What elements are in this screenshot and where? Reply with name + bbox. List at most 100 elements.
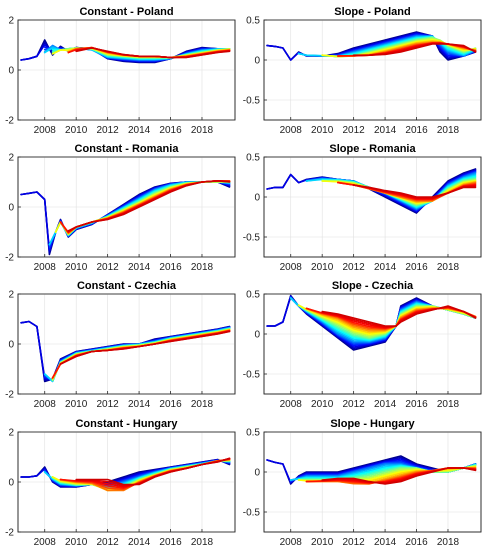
x-tick-label: 2010 <box>65 262 88 273</box>
y-tick-label: 0.5 <box>246 153 260 164</box>
panel-5: 2008 2010 2012 2014 2016 2018 -0.5 0 0.5 Slope - … <box>243 280 482 410</box>
panel-3: 2008 2010 2012 2014 2016 2018 -0.5 0 0.5 Slope - … <box>243 143 482 273</box>
y-tick-label: 0.5 <box>246 290 260 301</box>
y-tick-label: 0 <box>8 203 14 214</box>
panel-0: 2008 2010 2012 2014 2016 2018 -2 0 2 Constant - P… <box>5 6 236 136</box>
x-tick-label: 2014 <box>374 262 397 273</box>
x-tick-label: 2014 <box>128 262 151 273</box>
x-tick-label: 2012 <box>97 537 120 548</box>
x-tick-label: 2012 <box>343 125 366 136</box>
x-tick-label: 2016 <box>159 262 182 273</box>
x-tick-label: 2014 <box>374 399 397 410</box>
y-tick-label: 0.5 <box>246 428 260 439</box>
y-tick-label: 0 <box>8 66 14 77</box>
plot-area <box>263 19 482 121</box>
panel-title: Slope - Czechia <box>332 280 414 292</box>
y-tick-label: 0 <box>254 56 260 67</box>
x-tick-label: 2016 <box>159 537 182 548</box>
x-tick-label: 2008 <box>280 399 303 410</box>
x-tick-label: 2018 <box>191 262 214 273</box>
x-tick-label: 2012 <box>343 262 366 273</box>
x-tick-label: 2018 <box>437 262 460 273</box>
y-tick-label: -2 <box>5 390 14 401</box>
y-tick-label: 0.5 <box>246 16 260 27</box>
series-line <box>321 467 477 485</box>
x-tick-label: 2016 <box>405 262 428 273</box>
x-tick-label: 2018 <box>191 125 214 136</box>
y-tick-label: -0.5 <box>243 508 261 519</box>
y-tick-label: 0 <box>8 478 14 489</box>
x-tick-label: 2010 <box>311 537 334 548</box>
axes-frame <box>263 431 482 533</box>
panel-2: 2008 2010 2012 2014 2016 2018 -2 0 2 Constant - R… <box>5 143 236 273</box>
panel-title: Constant - Poland <box>79 6 173 18</box>
x-tick-label: 2010 <box>311 125 334 136</box>
y-tick-label: 2 <box>8 428 14 439</box>
y-tick-label: 0 <box>254 193 260 204</box>
x-tick-label: 2016 <box>405 399 428 410</box>
x-tick-label: 2016 <box>405 125 428 136</box>
panel-6: 2008 2010 2012 2014 2016 2018 -2 0 2 Constant - H… <box>5 418 236 548</box>
x-tick-label: 2014 <box>128 399 151 410</box>
x-tick-label: 2012 <box>97 262 120 273</box>
panel-title: Slope - Romania <box>329 143 416 155</box>
panel-title: Slope - Poland <box>334 6 410 18</box>
x-tick-label: 2012 <box>97 399 120 410</box>
panel-7: 2008 2010 2012 2014 2016 2018 -0.5 0 0.5 Slope - … <box>243 418 482 548</box>
panel-title: Constant - Czechia <box>77 280 177 292</box>
x-tick-label: 2018 <box>191 399 214 410</box>
y-tick-label: -0.5 <box>243 233 261 244</box>
x-tick-label: 2018 <box>191 537 214 548</box>
x-tick-label: 2014 <box>374 125 397 136</box>
series-line <box>75 47 231 59</box>
y-tick-label: -2 <box>5 528 14 539</box>
y-tick-label: 2 <box>8 16 14 27</box>
plot-area <box>263 156 482 258</box>
series-line <box>352 184 477 198</box>
x-tick-label: 2008 <box>34 125 57 136</box>
y-tick-label: 2 <box>8 290 14 301</box>
series-line <box>75 457 231 486</box>
y-tick-label: 2 <box>8 153 14 164</box>
panel-4: 2008 2010 2012 2014 2016 2018 -2 0 2 Constant - C… <box>5 280 236 410</box>
x-tick-label: 2010 <box>311 399 334 410</box>
y-tick-label: 0 <box>254 330 260 341</box>
x-tick-label: 2016 <box>159 125 182 136</box>
y-tick-label: -2 <box>5 253 14 264</box>
panel-title: Constant - Romania <box>75 143 180 155</box>
x-tick-label: 2012 <box>343 399 366 410</box>
x-tick-label: 2018 <box>437 537 460 548</box>
series-line <box>59 330 231 365</box>
x-tick-label: 2010 <box>65 125 88 136</box>
x-tick-label: 2010 <box>65 399 88 410</box>
x-tick-label: 2014 <box>128 125 151 136</box>
axes-frame <box>263 19 482 121</box>
y-tick-label: 0 <box>254 468 260 479</box>
panel-1: 2008 2010 2012 2014 2016 2018 -0.5 0 0.5 Slope - … <box>243 6 482 136</box>
x-tick-label: 2008 <box>280 537 303 548</box>
x-tick-label: 2012 <box>343 537 366 548</box>
x-tick-label: 2018 <box>437 399 460 410</box>
axes-frame <box>263 156 482 258</box>
x-tick-label: 2008 <box>280 262 303 273</box>
panel-title: Constant - Hungary <box>75 418 178 430</box>
x-tick-label: 2014 <box>128 537 151 548</box>
series-line <box>352 43 477 56</box>
x-tick-label: 2010 <box>311 262 334 273</box>
x-tick-label: 2012 <box>97 125 120 136</box>
x-tick-label: 2008 <box>34 399 57 410</box>
x-tick-label: 2008 <box>280 125 303 136</box>
series-line <box>321 305 477 327</box>
x-tick-label: 2018 <box>437 125 460 136</box>
x-tick-label: 2016 <box>405 537 428 548</box>
y-tick-label: -0.5 <box>243 96 261 107</box>
y-tick-label: -2 <box>5 116 14 127</box>
x-tick-label: 2010 <box>65 537 88 548</box>
panel-title: Slope - Hungary <box>330 418 415 430</box>
y-tick-label: -0.5 <box>243 370 261 381</box>
axes-frame <box>263 293 482 395</box>
series-line <box>67 180 231 232</box>
x-tick-label: 2016 <box>159 399 182 410</box>
x-tick-label: 2014 <box>374 537 397 548</box>
